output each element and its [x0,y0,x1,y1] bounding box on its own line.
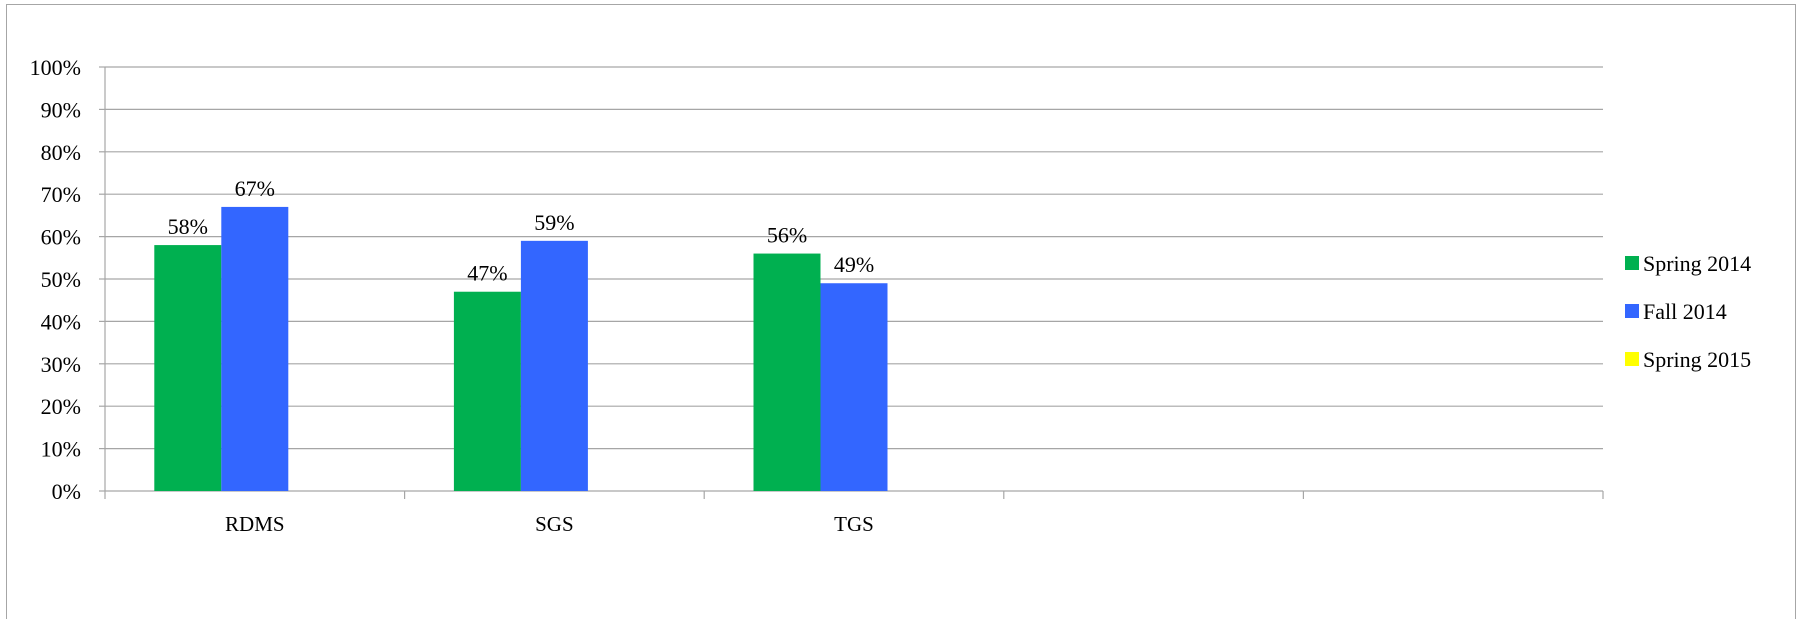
chart-frame [6,4,1796,619]
bar [820,283,888,491]
y-tick-label: 10% [41,437,81,462]
legend-label: Spring 2015 [1643,347,1751,372]
x-axis: RDMS SGS TGS [104,490,1604,536]
y-tick-label: 20% [41,394,81,419]
bar [453,291,521,491]
data-label: 47% [467,261,507,286]
y-tick-label: 90% [41,97,81,122]
y-tick-label: 60% [41,225,81,250]
y-tick-label: 100% [30,55,81,80]
data-label: 59% [534,210,574,235]
legend: Spring 2014 Fall 2014 Spring 2015 [1625,251,1751,372]
x-tick-label: TGS [834,512,874,536]
y-tick-label: 30% [41,352,81,377]
bar [753,253,821,491]
y-tick-label: 0% [52,479,81,504]
y-tick-label: 40% [41,309,81,334]
data-labels: 58% 47% 56% 67% 59% 49% [168,176,875,286]
legend-label: Fall 2014 [1643,299,1727,324]
y-tick-label: 70% [41,182,81,207]
bar [520,240,588,491]
bars [154,206,888,492]
x-tick-label: SGS [535,512,574,536]
legend-swatch [1625,256,1639,270]
x-tick-label: RDMS [225,512,285,536]
y-tick-label: 50% [41,267,81,292]
bar [221,206,289,492]
data-label: 49% [834,252,874,277]
data-label: 58% [168,214,208,239]
legend-swatch [1625,304,1639,318]
y-axis: 0% 10% 20% 30% 40% 50% 60% 70% 80% 90% 100% [30,55,106,504]
y-tick-label: 80% [41,140,81,165]
legend-swatch [1625,352,1639,366]
data-label: 67% [235,176,275,201]
legend-label: Spring 2014 [1643,251,1751,276]
data-label: 56% [767,223,807,248]
bar [154,245,222,491]
